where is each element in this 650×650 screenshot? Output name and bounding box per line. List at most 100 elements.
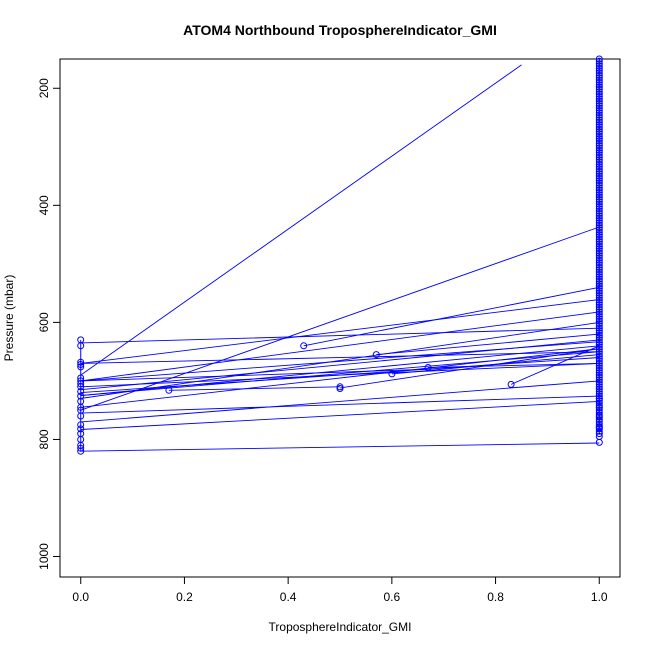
series-line-12 (80, 362, 600, 388)
data-point-x1-110 (595, 313, 603, 320)
series-line-13 (80, 380, 600, 423)
data-point-x1-61 (595, 198, 603, 206)
data-point-x1-123 (595, 343, 603, 351)
data-point-x1-82 (595, 247, 603, 255)
data-point-x1-133 (595, 366, 603, 374)
data-point-x1-71 (595, 221, 603, 229)
data-point-x1-51 (595, 174, 603, 182)
data-point-x1-104 (595, 299, 603, 306)
data-point-x1-91 (595, 268, 603, 276)
data-point-x1-extra-4 (595, 403, 603, 411)
data-point-x1-126 (595, 350, 603, 358)
data-point-mid-3 (336, 385, 344, 392)
series-line-2 (80, 299, 600, 364)
data-point-x1-68 (595, 214, 603, 222)
data-point-x1-22 (595, 107, 603, 114)
data-point-x1-5 (595, 67, 603, 75)
data-point-x1-136 (595, 373, 603, 381)
data-point-x0-8 (77, 383, 85, 391)
data-point-x1-19 (595, 100, 603, 107)
data-point-x1-20 (595, 102, 603, 110)
data-point-x1-16 (595, 93, 603, 100)
data-point-x1-55 (595, 184, 603, 192)
y-axis-label: Pressure (mbar) (2, 275, 16, 362)
data-point-x1-39 (595, 146, 603, 154)
series-line-22 (428, 362, 600, 368)
data-point-x1-120 (595, 336, 603, 344)
data-point-x1-106 (595, 303, 603, 311)
data-point-x0-10 (77, 392, 85, 400)
data-point-x0-2 (77, 358, 85, 366)
data-point-x1-97 (595, 282, 603, 290)
series-layer (77, 55, 603, 455)
data-point-x0-1 (77, 342, 85, 350)
data-point-x1-132 (595, 364, 603, 372)
data-point-x1-27 (595, 118, 603, 126)
data-point-x1-36 (595, 139, 603, 147)
data-point-x1-134 (595, 369, 603, 377)
data-point-x1-87 (595, 259, 603, 267)
data-point-x1-79 (595, 240, 603, 248)
data-point-x1-60 (595, 196, 603, 203)
data-point-x1-111 (595, 315, 603, 323)
data-point-x1-38 (595, 144, 603, 152)
data-point-x1-139 (595, 380, 603, 388)
data-point-x1-113 (595, 320, 603, 328)
data-point-x1-63 (595, 203, 603, 210)
data-point-x1-43 (595, 156, 603, 164)
data-point-x1-100 (595, 289, 603, 297)
axis-layer: 0.0 0.2 0.4 0.6 0.8 1.0 200 400 600 800 1000 (37, 78, 608, 604)
series-line-23 (510, 345, 600, 385)
data-point-x1-119 (595, 334, 603, 342)
series-line-17 (80, 351, 600, 364)
data-point-x1-151 (595, 409, 603, 416)
data-point-x1-53 (595, 179, 603, 187)
data-point-mid-6 (424, 364, 432, 371)
data-point-x1-78 (595, 238, 603, 246)
x-tick-label-1: 0.2 (176, 590, 193, 604)
data-point-x1-98 (595, 284, 603, 292)
data-point-x1-25 (595, 114, 603, 121)
data-point-x1-6 (595, 69, 603, 77)
data-point-x1-147 (595, 399, 603, 407)
data-point-x1-115 (595, 324, 603, 332)
data-point-x1-1 (595, 57, 603, 65)
data-point-x1-75 (595, 231, 603, 239)
data-point-x1-33 (595, 132, 603, 140)
data-point-x1-42 (595, 153, 603, 161)
data-point-x1-17 (595, 95, 603, 103)
data-point-x1-12 (595, 83, 603, 91)
data-point-x1-128 (595, 355, 603, 363)
data-point-x1-101 (595, 292, 603, 299)
x-tick-label-3: 0.6 (384, 590, 401, 604)
data-point-x1-109 (595, 310, 603, 318)
data-point-x0-7 (77, 380, 85, 388)
data-point-x1-45 (595, 160, 603, 168)
data-point-x1-35 (595, 137, 603, 145)
data-point-x1-121 (595, 338, 603, 346)
data-point-x1-143 (595, 390, 603, 398)
data-point-x1-32 (595, 130, 603, 138)
data-point-x1-156 (595, 420, 603, 428)
data-point-x1-73 (595, 226, 603, 234)
data-point-x1-28 (595, 121, 603, 129)
data-point-x1-23 (595, 109, 603, 117)
data-point-x1-44 (595, 158, 603, 166)
data-point-x1-81 (595, 245, 603, 253)
data-point-x1-11 (595, 81, 603, 89)
data-point-x1-9 (595, 76, 603, 84)
data-point-x1-137 (595, 376, 603, 384)
data-point-x1-118 (595, 331, 603, 339)
data-point-x1-114 (595, 322, 603, 330)
x-tick-label-5: 1.0 (591, 590, 608, 604)
data-point-x1-69 (595, 217, 603, 224)
x-axis-label: TroposphereIndicator_GMI (269, 620, 412, 634)
data-point-x0-14 (77, 412, 85, 420)
data-point-x1-124 (595, 345, 603, 353)
data-point-x1-18 (595, 97, 603, 105)
series-line-0 (80, 64, 522, 376)
data-point-x1-141 (595, 385, 603, 393)
series-line-14 (80, 395, 600, 414)
data-point-x1-76 (595, 233, 603, 241)
